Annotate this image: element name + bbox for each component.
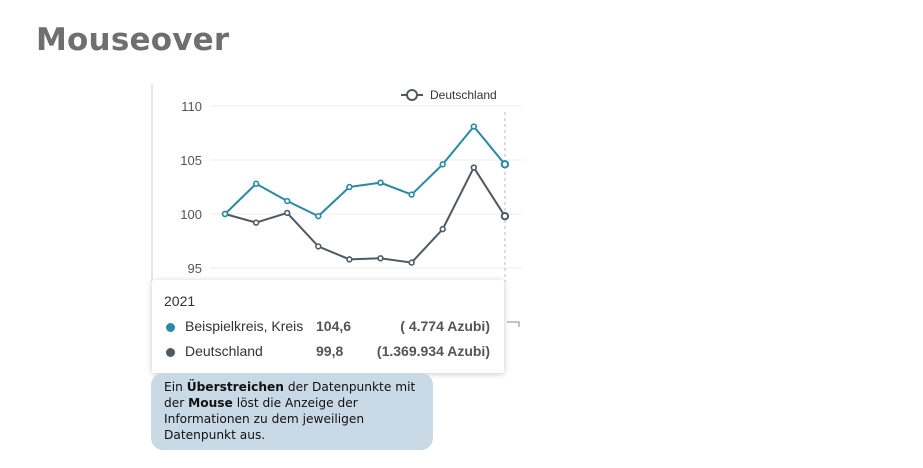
data-point[interactable] [470,164,477,171]
callout-text: löst die Anzeige der Informationen zu de… [164,396,365,442]
y-tick-label: 110 [181,99,202,114]
tooltip-row-deutschland: Deutschland 99,8 (1.369.934 Azubi) [164,343,504,361]
data-point[interactable] [221,210,229,218]
tooltip-count: ( 4.774 Azubi) [400,318,490,334]
legend[interactable]: Deutschland [401,88,497,102]
data-point[interactable] [315,212,322,220]
tooltip-year: 2021 [164,293,196,309]
data-point[interactable] [377,255,384,262]
data-point[interactable] [439,225,446,233]
data-point[interactable] [315,243,322,250]
y-tick-label: 100 [180,207,202,222]
series-line [224,124,506,218]
data-point[interactable] [284,209,291,217]
data-point[interactable] [346,256,353,263]
data-point[interactable] [408,259,415,266]
data-point[interactable] [439,161,446,168]
data-point[interactable] [408,191,415,198]
y-tick-label: 105 [180,153,202,168]
callout-bold-text: Mouse [188,396,233,410]
data-point[interactable] [252,219,260,226]
tooltip-value: 99,8 [316,343,344,359]
series-color-dot-icon [166,323,175,332]
series-line [224,165,506,264]
x-axis-end-tick [507,321,520,327]
callout-text: der Datenpunkte mit der [164,380,416,410]
legend-marker-icon [406,89,418,101]
tooltip-count: (1.369.934 Azubi) [376,343,490,359]
data-point[interactable] [500,160,510,169]
data-point[interactable] [252,180,260,187]
data-point[interactable] [377,179,384,186]
legend-label: Deutschland [430,88,497,102]
series-color-dot-icon [166,348,175,357]
info-callout: Ein Überstreichen der Datenpunkte mit de… [151,373,433,450]
y-tick-label: 95 [188,261,202,276]
data-point[interactable] [284,197,291,205]
tooltip-series-name: Deutschland [185,343,263,359]
tooltip-series-name: Beispielkreis, Kreis [185,318,304,334]
y-tick-labels: 110 105 100 95 [180,99,202,276]
callout-text: Ein [164,380,187,394]
tooltip-row-beispielkreis: Beispielkreis, Kreis 104,6 ( 4.774 Azubi… [164,318,504,336]
tooltip-value: 104,6 [316,318,352,334]
data-point[interactable] [500,211,510,221]
data-point[interactable] [470,123,477,130]
data-tooltip: 2021 Beispielkreis, Kreis 104,6 ( 4.774 … [152,280,504,373]
page-title: Mouseover [36,22,230,58]
data-point[interactable] [346,183,353,191]
callout-bold-text: Überstreichen [186,380,284,394]
gridlines [210,105,522,269]
series-group [221,123,510,266]
